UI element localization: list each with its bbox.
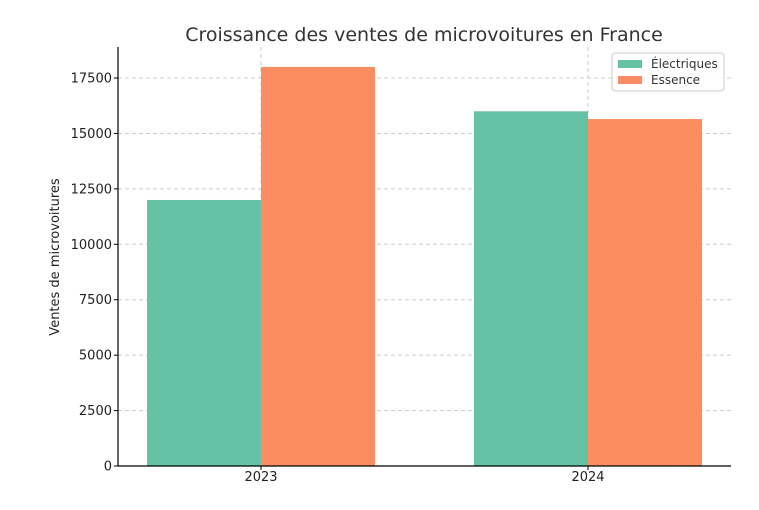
x-tick-label-0: 2023 — [244, 470, 277, 485]
y-tick-label-1: 2500 — [79, 404, 112, 419]
bars — [147, 66, 702, 466]
x-tick-labels: 2023 2024 — [244, 466, 605, 485]
legend-label-1: Essence — [651, 73, 700, 87]
y-tick-label-4: 10000 — [71, 238, 112, 253]
bar-2024-series-1 — [588, 119, 702, 466]
y-tick-label-2: 5000 — [79, 349, 112, 364]
y-tick-label-7: 17500 — [71, 72, 112, 87]
bar-2023-series-0 — [147, 199, 261, 466]
y-axis-label: Ventes de microvoitures — [48, 178, 63, 336]
legend-swatch-0 — [618, 60, 642, 68]
chart-title: Croissance des ventes de microvoitures e… — [185, 24, 663, 46]
axes — [117, 47, 731, 467]
bar-2024-series-0 — [474, 111, 588, 466]
y-tick-label-5: 12500 — [71, 182, 112, 197]
y-tick-labels: 0 2500 5000 7500 10000 12500 15000 17500 — [71, 72, 118, 475]
y-tick-label-3: 7500 — [79, 293, 112, 308]
bar-2023-series-1 — [261, 66, 375, 466]
legend-label-0: Électriques — [651, 56, 718, 71]
y-tick-label-0: 0 — [104, 460, 112, 475]
y-tick-label-6: 15000 — [71, 127, 112, 142]
legend-swatch-1 — [618, 76, 642, 84]
x-tick-label-1: 2024 — [571, 470, 604, 485]
legend: Électriques Essence — [611, 52, 725, 92]
